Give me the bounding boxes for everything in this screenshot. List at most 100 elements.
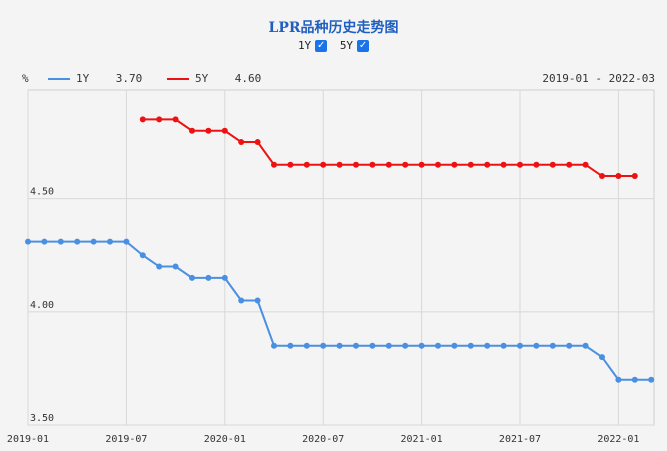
data-point-5y <box>238 139 245 146</box>
data-point-1y <box>205 274 212 281</box>
data-point-1y <box>287 342 294 349</box>
y-axis-unit: % <box>22 72 29 85</box>
data-point-1y <box>353 342 359 349</box>
plot-frame <box>27 89 655 426</box>
data-point-5y <box>615 173 622 180</box>
data-point-5y <box>303 161 310 168</box>
data-point-5y <box>402 161 409 168</box>
data-point-1y <box>615 376 622 383</box>
y-tick-label: 4.50 <box>30 187 54 198</box>
data-point-1y <box>451 342 458 349</box>
data-point-1y <box>435 342 441 349</box>
data-point-5y <box>336 161 343 168</box>
legend-5y-swatch <box>167 78 189 80</box>
data-point-5y <box>517 161 523 168</box>
data-point-5y <box>566 161 573 168</box>
legend-1y-name: 1Y <box>76 72 90 85</box>
x-tick-label: 2020-01 <box>204 434 246 445</box>
data-point-1y <box>369 342 376 349</box>
x-tick-label: 2020-07 <box>302 434 344 445</box>
data-point-5y <box>139 116 146 123</box>
data-point-5y <box>631 173 638 180</box>
date-range: 2019-01 - 2022-03 <box>542 72 655 85</box>
checkbox-5y[interactable]: ✓ <box>357 39 370 52</box>
legend-1y-value: 3.70 <box>115 72 143 85</box>
data-point-5y <box>287 161 294 168</box>
data-point-1y <box>107 238 113 245</box>
series-line-1y <box>28 240 652 381</box>
data-point-5y <box>369 161 376 168</box>
data-point-5y <box>271 161 277 168</box>
data-point-1y <box>582 342 589 349</box>
data-point-5y <box>221 127 228 134</box>
data-point-1y <box>221 274 228 281</box>
data-point-1y <box>320 342 327 349</box>
x-tick-label: 2022-01 <box>597 434 639 445</box>
data-point-1y <box>303 342 310 349</box>
data-point-5y <box>385 161 392 168</box>
data-point-5y <box>418 161 425 168</box>
data-point-1y <box>418 342 425 349</box>
data-point-1y <box>336 342 343 349</box>
y-tick-label: 4.00 <box>30 300 54 311</box>
data-point-5y <box>205 127 212 134</box>
data-point-1y <box>25 238 31 245</box>
data-point-1y <box>631 376 638 383</box>
data-point-1y <box>74 238 81 245</box>
data-point-1y <box>90 238 97 245</box>
legend-5y[interactable]: 5Y 4.60 <box>167 72 261 85</box>
checkbox-1y[interactable]: ✓ <box>315 39 328 52</box>
x-tick-label: 2021-07 <box>499 434 541 445</box>
data-point-1y <box>533 342 540 349</box>
toggle-1y-label: 1Y <box>297 39 312 52</box>
data-point-1y <box>172 263 179 270</box>
data-point-1y <box>139 252 146 259</box>
data-point-1y <box>189 274 195 281</box>
legend-1y[interactable]: 1Y 3.70 <box>48 72 142 85</box>
data-point-5y <box>320 161 327 168</box>
data-point-1y <box>402 342 409 349</box>
data-point-5y <box>599 173 605 180</box>
data-point-1y <box>156 263 163 270</box>
y-tick-label: 3.50 <box>30 413 54 424</box>
data-point-1y <box>648 376 655 383</box>
data-point-1y <box>599 354 605 361</box>
toggle-1y[interactable]: 1Y ✓ <box>297 39 328 52</box>
data-point-1y <box>517 342 523 349</box>
data-point-1y <box>500 342 507 349</box>
data-point-1y <box>41 238 48 245</box>
x-tick-label: 2021-01 <box>401 434 443 445</box>
data-point-5y <box>451 161 458 168</box>
data-point-1y <box>566 342 573 349</box>
toggle-5y[interactable]: 5Y ✓ <box>339 39 370 52</box>
series-toggles: 1Y ✓ 5Y ✓ <box>0 39 667 52</box>
data-point-5y <box>484 161 491 168</box>
data-point-1y <box>57 238 64 245</box>
data-point-5y <box>549 161 556 168</box>
data-point-5y <box>353 161 359 168</box>
legend-1y-swatch <box>48 78 70 80</box>
data-point-5y <box>467 161 474 168</box>
data-point-5y <box>582 161 589 168</box>
legend-5y-value: 4.60 <box>234 72 262 85</box>
data-point-1y <box>549 342 556 349</box>
data-point-5y <box>254 139 261 146</box>
toggle-5y-label: 5Y <box>339 39 354 52</box>
data-point-1y <box>254 297 261 304</box>
data-point-5y <box>156 116 163 123</box>
data-point-1y <box>123 238 130 245</box>
chart-title: LPR品种历史走势图 <box>268 20 399 36</box>
data-point-5y <box>189 127 195 134</box>
data-point-1y <box>385 342 392 349</box>
x-tick-label: 2019-07 <box>105 434 147 445</box>
legend-5y-name: 5Y <box>195 72 209 85</box>
data-point-1y <box>271 342 277 349</box>
data-point-5y <box>435 161 441 168</box>
data-point-5y <box>500 161 507 168</box>
data-point-5y <box>533 161 540 168</box>
data-point-1y <box>484 342 491 349</box>
x-tick-label: 2019-01 <box>7 434 49 445</box>
data-point-1y <box>467 342 474 349</box>
data-point-1y <box>238 297 245 304</box>
